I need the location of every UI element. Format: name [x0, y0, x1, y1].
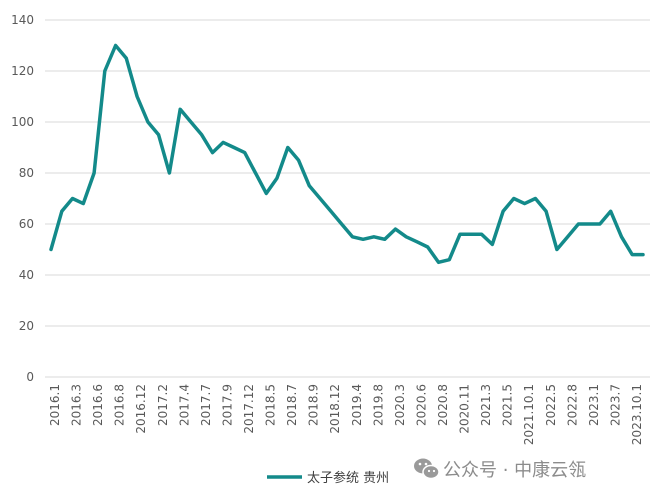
x-tick-label: 2021.3 — [479, 384, 493, 426]
y-tick-label: 140 — [11, 13, 34, 27]
x-tick-label: 2017.4 — [177, 384, 191, 426]
y-tick-label: 100 — [11, 115, 34, 129]
x-tick-label: 2023.1 — [587, 384, 601, 426]
x-tick-label: 2022.5 — [544, 384, 558, 426]
x-axis-ticks: 2016.1 2016.3 2016.6 2016.8 2016.12 2017.2 201… — [48, 384, 644, 445]
y-tick-label: 120 — [11, 64, 34, 78]
x-tick-label: 2018.7 — [285, 384, 299, 426]
wechat-icon — [414, 458, 440, 480]
x-tick-label: 2017.9 — [220, 384, 234, 426]
series-group — [49, 43, 645, 265]
x-tick-label: 2017.2 — [156, 384, 170, 426]
x-tick-label: 2021.10.1 — [522, 384, 536, 445]
series-line — [49, 43, 645, 265]
x-tick-label: 2023.7 — [608, 384, 622, 426]
x-tick-label: 2016.3 — [70, 384, 84, 426]
x-tick-label: 2016.8 — [113, 384, 127, 426]
x-tick-label: 2020.3 — [393, 384, 407, 426]
x-tick-label: 2019.8 — [371, 384, 385, 426]
x-tick-label: 2016.6 — [91, 384, 105, 426]
x-tick-label: 2022.8 — [565, 384, 579, 426]
x-tick-label: 2017.12 — [242, 384, 256, 434]
x-tick-label: 2020.11 — [458, 384, 472, 434]
x-tick-label: 2017.7 — [199, 384, 213, 426]
x-tick-label: 2018.12 — [328, 384, 342, 434]
legend: 太子参统 贵州 — [267, 470, 389, 486]
y-tick-label: 60 — [19, 217, 34, 231]
x-tick-label: 2018.5 — [264, 384, 278, 426]
x-tick-label: 2016.12 — [134, 384, 148, 434]
x-tick-label: 2023.10.1 — [630, 384, 644, 445]
x-tick-label: 2016.1 — [48, 384, 62, 426]
x-tick-label: 2018.9 — [307, 384, 321, 426]
watermark: 公众号 · 中康云瓴 — [414, 458, 586, 481]
x-tick-label: 2019.4 — [350, 384, 364, 426]
x-tick-label: 2020.6 — [414, 384, 428, 426]
x-tick-label: 2020.8 — [436, 384, 450, 426]
gridlines — [45, 19, 650, 327]
y-tick-label: 20 — [19, 319, 34, 333]
watermark-text: 公众号 · 中康云瓴 — [443, 460, 586, 481]
y-axis-ticks: 0 20 40 60 80 100 120 140 — [11, 13, 34, 384]
legend-label: 太子参统 贵州 — [307, 470, 389, 486]
x-tick-label: 2021.5 — [501, 384, 515, 426]
y-tick-label: 80 — [19, 166, 34, 180]
y-tick-label: 0 — [26, 370, 34, 384]
y-tick-label: 40 — [19, 268, 34, 282]
